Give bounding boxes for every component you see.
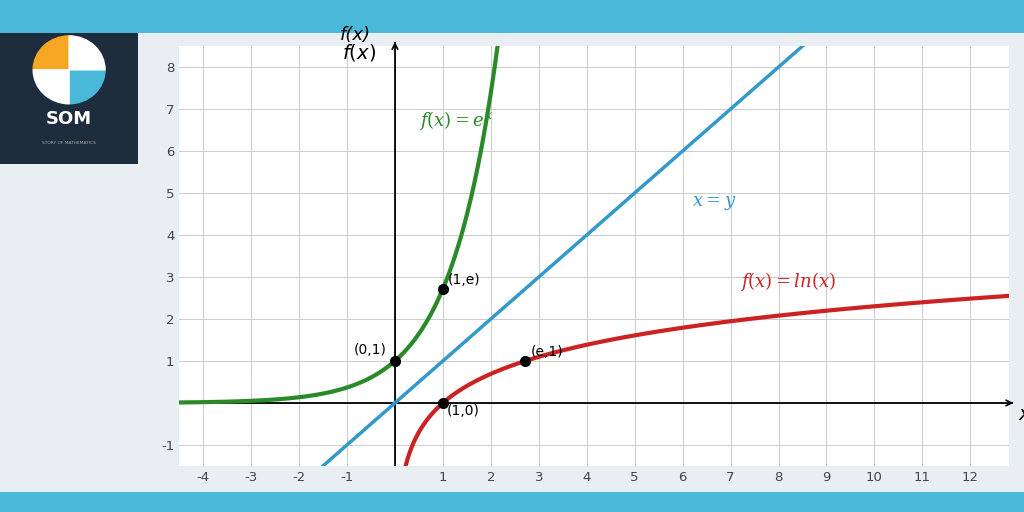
Text: x: x	[1018, 405, 1024, 424]
Wedge shape	[33, 36, 70, 70]
Wedge shape	[70, 36, 105, 70]
Text: (1,e): (1,e)	[447, 273, 480, 287]
Text: STORY OF MATHEMATICS: STORY OF MATHEMATICS	[42, 141, 96, 145]
Wedge shape	[69, 70, 105, 104]
Text: (e,1): (e,1)	[531, 345, 563, 359]
Wedge shape	[33, 70, 70, 104]
Text: (1,0): (1,0)	[446, 403, 479, 418]
Text: $f(x) = e^x$: $f(x) = e^x$	[419, 109, 494, 132]
Text: $f(x)$: $f(x)$	[342, 42, 376, 63]
Text: (0,1): (0,1)	[354, 343, 387, 357]
Text: f(x): f(x)	[340, 26, 371, 44]
Text: SOM: SOM	[46, 111, 92, 129]
Text: $x = y$: $x = y$	[692, 194, 736, 211]
Text: $f(x) = ln(x)$: $f(x) = ln(x)$	[740, 270, 837, 293]
